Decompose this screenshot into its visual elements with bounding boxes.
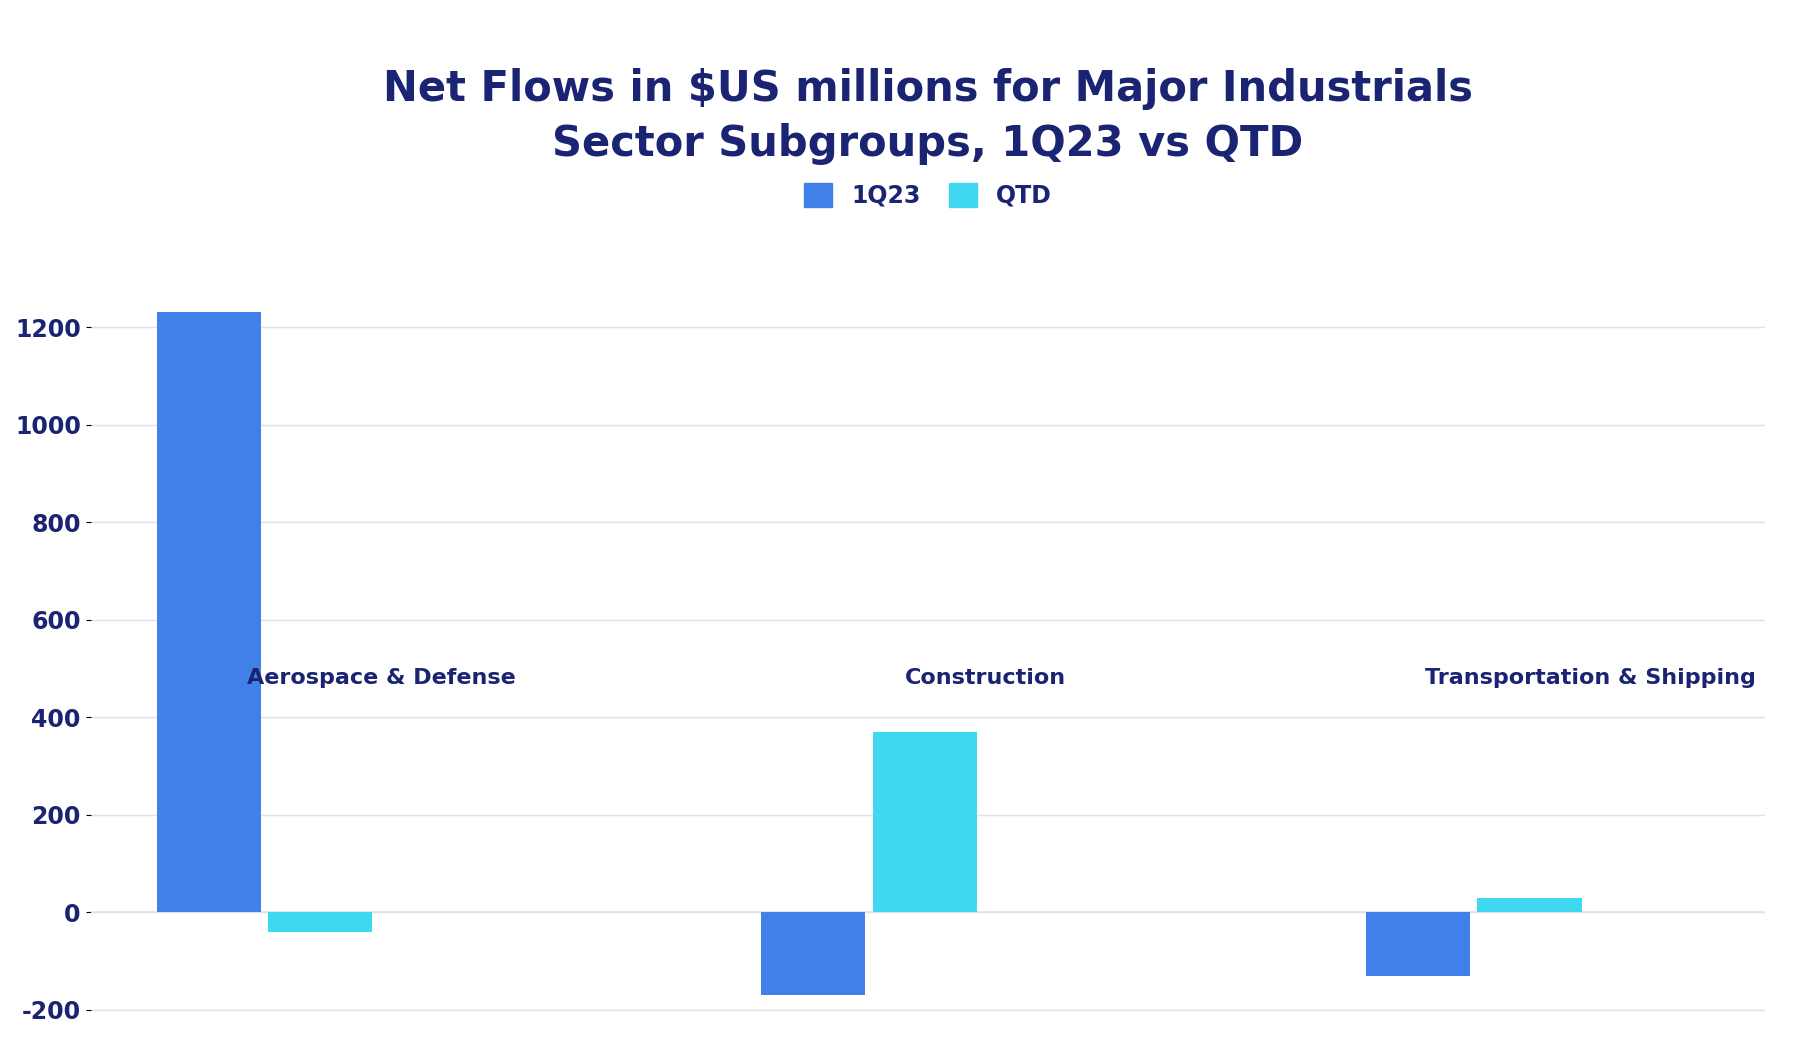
- Bar: [761, 912, 866, 995]
- Bar: [1478, 898, 1582, 912]
- Text: Aerospace & Defense: Aerospace & Defense: [247, 668, 515, 688]
- Bar: [873, 731, 977, 912]
- Title: Net Flows in $US millions for Major Industrials
Sector Subgroups, 1Q23 vs QTD: Net Flows in $US millions for Major Indu…: [383, 67, 1472, 164]
- Text: Construction: Construction: [905, 668, 1066, 688]
- Bar: [268, 912, 373, 932]
- Text: Transportation & Shipping: Transportation & Shipping: [1426, 668, 1757, 688]
- Bar: [157, 312, 261, 912]
- Legend: 1Q23, QTD: 1Q23, QTD: [792, 171, 1064, 219]
- Bar: [1366, 912, 1471, 976]
